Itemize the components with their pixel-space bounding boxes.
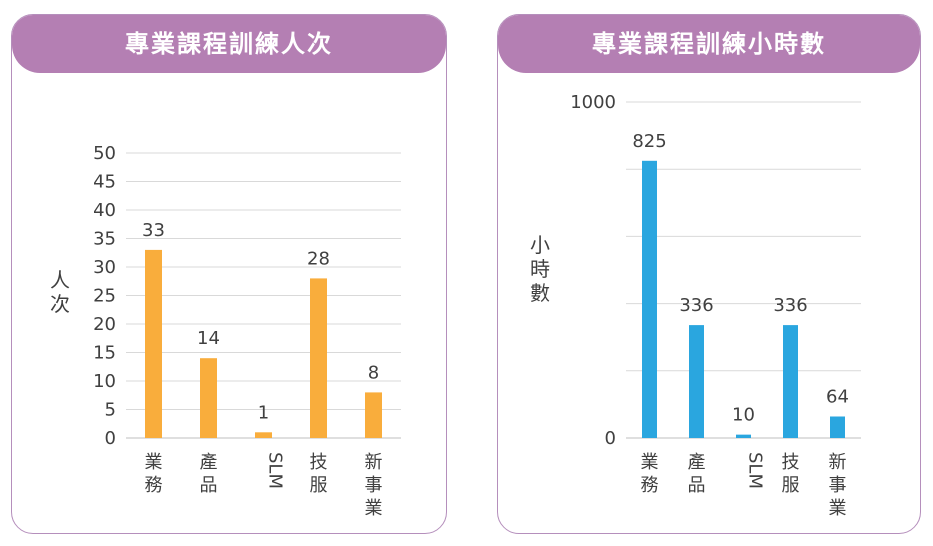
x-tick-label: 業 <box>829 498 847 519</box>
bar-SLM <box>255 432 272 438</box>
y-tick-label: 35 <box>93 229 116 250</box>
chart-panel-left: 專業課程訓練人次 <box>11 14 447 534</box>
data-label: 28 <box>307 248 330 269</box>
bar-產品 <box>200 358 217 438</box>
x-tick-label: 產 <box>688 452 706 473</box>
x-tick-label: 事 <box>829 475 847 496</box>
bar-技服 <box>783 325 798 438</box>
chart-title-right: 專業課程訓練小時數 <box>498 15 920 73</box>
x-tick-label: 新 <box>829 452 847 473</box>
y-axis-label: 時 <box>530 257 550 281</box>
data-label: 33 <box>142 220 165 241</box>
bar-新事業 <box>365 392 382 438</box>
data-label: 336 <box>773 295 807 316</box>
y-tick-label: 1000 <box>570 92 616 113</box>
bar-產品 <box>689 325 704 438</box>
y-axis-label: 次 <box>50 292 70 316</box>
bar-業務 <box>642 160 657 439</box>
x-tick-label: SLM <box>265 452 286 489</box>
data-label: 336 <box>679 295 713 316</box>
x-tick-label: 務 <box>641 475 659 496</box>
y-tick-label: 45 <box>93 172 116 193</box>
x-tick-label: 事 <box>365 475 383 496</box>
data-label: 1 <box>258 402 269 423</box>
y-tick-label: 50 <box>93 143 116 164</box>
bar-技服 <box>310 278 327 438</box>
x-tick-label: 服 <box>310 475 328 496</box>
chart-title-left: 專業課程訓練人次 <box>12 15 446 73</box>
bar-新事業 <box>830 416 845 438</box>
y-tick-label: 25 <box>93 286 116 307</box>
x-tick-label: SLM <box>745 452 766 489</box>
x-tick-label: 服 <box>782 475 800 496</box>
x-tick-label: 業 <box>641 452 659 473</box>
x-tick-label: 技 <box>782 452 800 473</box>
y-tick-label: 0 <box>605 428 616 449</box>
x-tick-label: 品 <box>200 475 218 496</box>
bar-SLM <box>736 434 751 438</box>
x-tick-label: 品 <box>688 475 706 496</box>
x-tick-label: 業 <box>145 452 163 473</box>
x-tick-label: 新 <box>365 452 383 473</box>
y-tick-label: 40 <box>93 200 116 221</box>
data-label: 14 <box>197 328 220 349</box>
y-tick-label: 5 <box>105 400 116 421</box>
y-axis-label: 人 <box>50 268 70 292</box>
data-label: 8 <box>368 362 379 383</box>
data-label: 64 <box>826 386 849 407</box>
chart-panel-right: 專業課程訓練小時數 <box>497 14 921 534</box>
y-tick-label: 0 <box>105 428 116 449</box>
x-tick-label: 技 <box>310 452 328 473</box>
data-label: 825 <box>632 131 666 152</box>
x-tick-label: 業 <box>365 498 383 519</box>
y-tick-label: 15 <box>93 343 116 364</box>
y-tick-label: 30 <box>93 257 116 278</box>
data-label: 10 <box>732 405 755 426</box>
y-axis-label: 數 <box>530 281 550 305</box>
y-tick-label: 20 <box>93 314 116 335</box>
y-tick-label: 10 <box>93 371 116 392</box>
y-axis-label: 小 <box>530 233 550 257</box>
x-tick-label: 產 <box>200 452 218 473</box>
bar-業務 <box>145 249 162 438</box>
x-tick-label: 務 <box>145 475 163 496</box>
